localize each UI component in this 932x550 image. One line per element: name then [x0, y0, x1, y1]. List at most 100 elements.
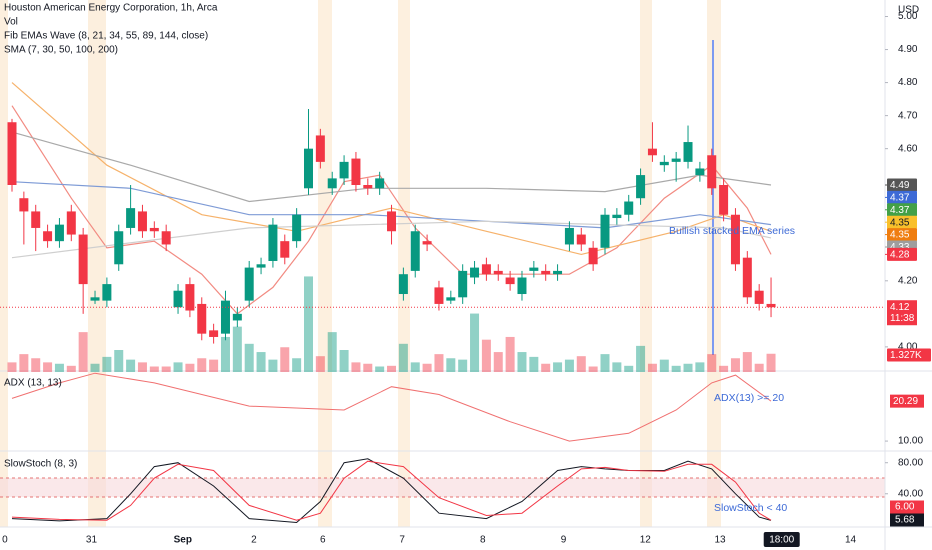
volume-bar: [434, 354, 444, 372]
time-badge: [763, 532, 800, 547]
volume-bar: [505, 336, 515, 372]
volume-bar: [387, 365, 397, 372]
candle-body: [493, 270, 503, 275]
stoch-badge: [890, 500, 924, 514]
volume-bar: [149, 366, 159, 372]
price-badge: [887, 247, 917, 261]
volume-bar: [659, 359, 669, 372]
volume-bar: [446, 358, 456, 372]
volume-bar: [173, 362, 183, 372]
x-tick-label: 31: [86, 535, 98, 546]
volume-bar: [766, 353, 776, 372]
ma-line: [11, 131, 772, 203]
candle-body: [505, 277, 515, 285]
volume-bar: [209, 359, 219, 372]
volume-bar: [600, 354, 610, 372]
volume-bar: [636, 345, 646, 372]
candle-body: [398, 274, 408, 295]
candle-body: [588, 247, 598, 265]
candle-body: [244, 267, 254, 301]
last-price-badge: [887, 300, 917, 326]
volume-bar: [517, 352, 527, 372]
y-tick-label: 10.00: [898, 436, 923, 447]
volume-bar: [66, 365, 76, 372]
volume-bar: [410, 362, 420, 372]
chart-title: Houston American Energy Corporation, 1h,…: [4, 3, 218, 14]
y-tick-label: 5.00: [898, 11, 918, 22]
candle-body: [707, 155, 717, 189]
candle-body: [78, 234, 88, 285]
volume-bar: [137, 362, 147, 372]
price-badge-text: 4.35: [890, 217, 910, 228]
candle-body: [564, 227, 574, 245]
volume-bar: [742, 352, 752, 372]
x-tick-label: 0: [2, 535, 8, 546]
session-band: [398, 0, 410, 527]
volume-bar: [256, 352, 266, 372]
volume-bar: [19, 354, 29, 372]
volume-bar: [327, 332, 337, 372]
x-tick-label: 2: [251, 535, 257, 546]
session-band: [0, 0, 8, 527]
volume-bar: [375, 366, 385, 372]
candle-body: [636, 175, 646, 199]
time-badge-text: 18:00: [769, 535, 794, 546]
x-tick-label: 9: [561, 535, 567, 546]
volume-bar: [470, 313, 480, 372]
y-tick-label: 4.20: [898, 275, 918, 286]
candle-body: [232, 313, 242, 321]
candle-body: [351, 158, 361, 185]
volume-bar: [398, 343, 408, 372]
candle-body: [600, 214, 610, 248]
candle-body: [197, 303, 207, 334]
volume-bar: [612, 362, 622, 372]
volume-bar: [564, 359, 574, 372]
candle-body: [730, 214, 740, 265]
volume-bar: [707, 354, 717, 372]
candle-body: [671, 158, 681, 162]
adx-line: [11, 372, 772, 442]
candle-body: [481, 264, 491, 275]
candle-body: [114, 231, 124, 265]
volume-bar: [422, 363, 432, 372]
volume-bar: [280, 347, 290, 372]
x-tick-label: 8: [480, 535, 486, 546]
volume-bar: [719, 365, 729, 372]
session-band: [88, 0, 106, 527]
volume-bar: [185, 363, 195, 372]
volume-bar: [90, 363, 100, 372]
volume-bar: [43, 362, 53, 372]
candle-body: [66, 211, 76, 235]
price-badge-text: 4.28: [890, 250, 910, 261]
candle-body: [446, 297, 456, 301]
adx-badge-text: 20.29: [893, 396, 918, 407]
candle-body: [742, 257, 752, 298]
y-tick-label: 4.70: [898, 110, 918, 121]
price-badge-text: 4.37: [890, 193, 910, 204]
volume-bar: [244, 343, 254, 372]
price-badge: [887, 178, 917, 192]
volume-bar: [481, 339, 491, 372]
candle-body: [470, 267, 480, 278]
candle-body: [185, 284, 195, 311]
price-badge-text: 4.49: [890, 180, 910, 191]
candle-body: [161, 231, 171, 245]
ma-line: [11, 82, 772, 256]
price-badge-text: 4.37: [890, 205, 910, 216]
candle-body: [363, 185, 373, 189]
volume-bar: [541, 363, 551, 372]
volume-bar: [351, 362, 361, 372]
candle-body: [137, 211, 147, 232]
stoch-zone: [0, 478, 885, 497]
candle-body: [256, 264, 266, 268]
candle-body: [541, 270, 551, 275]
volume-bar: [78, 332, 88, 372]
x-tick-label: 12: [640, 535, 652, 546]
candle-body: [754, 290, 764, 304]
legend-sma: SMA (7, 30, 50, 100, 200): [4, 45, 118, 56]
stoch-badge-text: 6.00: [895, 502, 915, 513]
volume-bar: [363, 363, 373, 372]
volume-bar: [458, 359, 468, 372]
candle-body: [410, 231, 420, 271]
